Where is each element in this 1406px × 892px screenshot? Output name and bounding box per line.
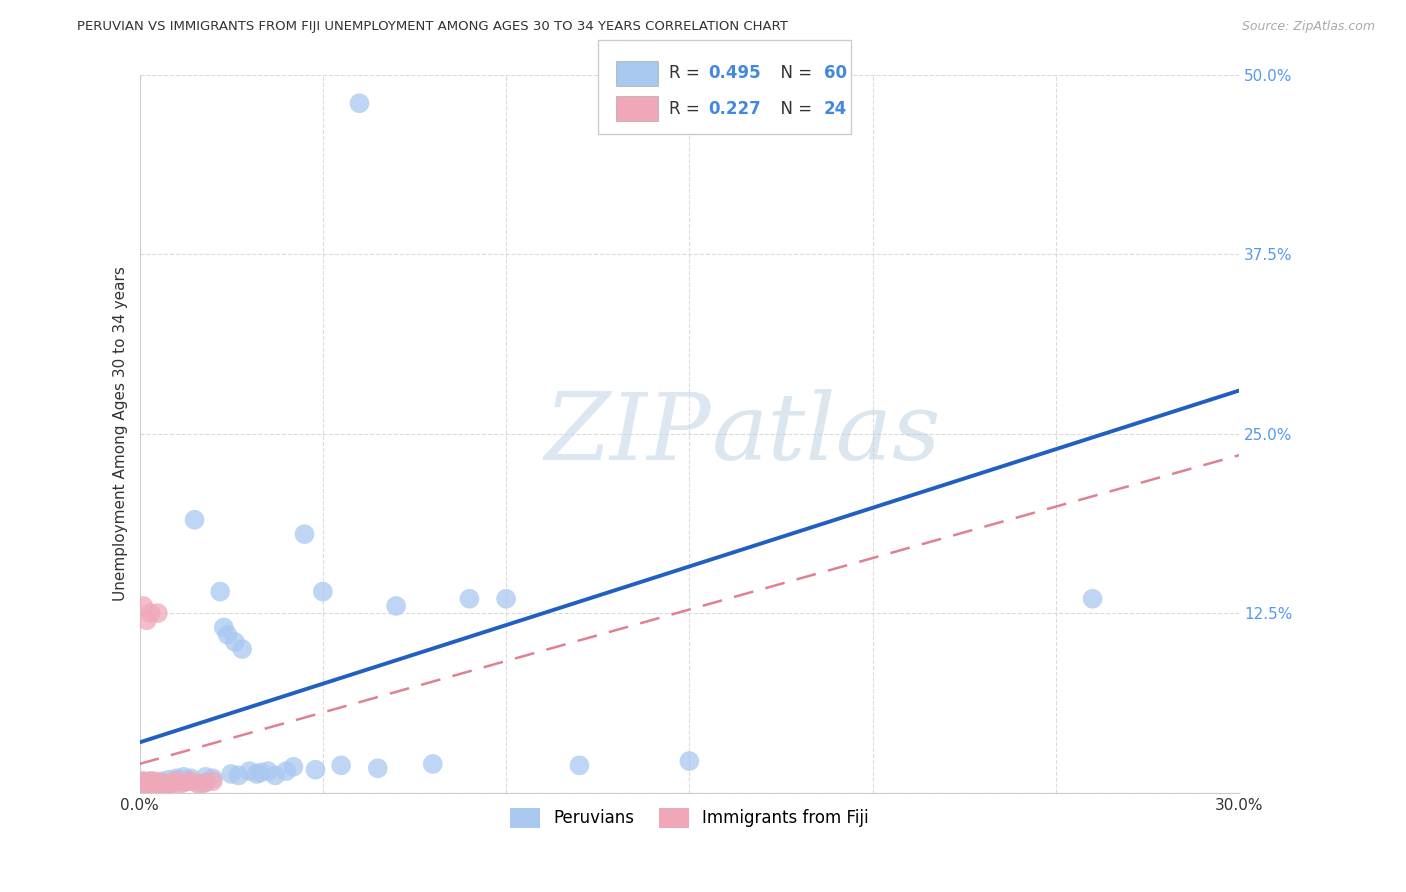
Point bbox=[139, 774, 162, 789]
Point bbox=[132, 781, 155, 796]
Point bbox=[135, 777, 157, 791]
Point bbox=[146, 775, 169, 789]
Point bbox=[157, 779, 180, 793]
Point bbox=[568, 758, 591, 772]
Point bbox=[458, 591, 481, 606]
Point bbox=[150, 774, 173, 789]
Point bbox=[135, 780, 157, 794]
Point bbox=[294, 527, 316, 541]
Point bbox=[191, 777, 214, 791]
Point bbox=[217, 628, 239, 642]
Point bbox=[139, 606, 162, 620]
Point bbox=[330, 758, 353, 772]
Point bbox=[173, 775, 195, 789]
Point bbox=[135, 613, 157, 627]
Point bbox=[135, 781, 157, 796]
Point bbox=[228, 768, 250, 782]
Point bbox=[143, 777, 166, 791]
Point bbox=[143, 777, 166, 791]
Point bbox=[212, 620, 235, 634]
Point bbox=[153, 779, 176, 793]
Legend: Peruvians, Immigrants from Fiji: Peruvians, Immigrants from Fiji bbox=[503, 801, 876, 835]
Point bbox=[132, 774, 155, 789]
Point bbox=[150, 775, 173, 789]
Text: 60: 60 bbox=[824, 64, 846, 82]
Point bbox=[187, 777, 209, 791]
Point bbox=[201, 772, 224, 786]
Point bbox=[132, 779, 155, 793]
Point bbox=[153, 780, 176, 794]
Point bbox=[132, 779, 155, 793]
Point bbox=[422, 756, 444, 771]
Point bbox=[143, 774, 166, 789]
Point bbox=[219, 767, 242, 781]
Point bbox=[146, 780, 169, 794]
Point bbox=[183, 513, 205, 527]
Point bbox=[385, 599, 408, 613]
Point bbox=[495, 591, 517, 606]
Point bbox=[169, 777, 191, 791]
Point bbox=[169, 772, 191, 787]
Point bbox=[139, 779, 162, 793]
Point bbox=[238, 764, 260, 778]
Point bbox=[143, 780, 166, 794]
Text: atlas: atlas bbox=[711, 389, 941, 479]
Point bbox=[162, 775, 184, 789]
Point bbox=[146, 606, 169, 620]
Point bbox=[349, 96, 371, 111]
Point bbox=[132, 599, 155, 613]
Text: R =: R = bbox=[669, 64, 706, 82]
Point bbox=[165, 774, 187, 789]
Text: N =: N = bbox=[770, 100, 818, 118]
Point bbox=[224, 635, 246, 649]
Point bbox=[173, 770, 195, 784]
Point bbox=[165, 772, 187, 786]
Point bbox=[180, 772, 202, 786]
Point bbox=[157, 777, 180, 791]
Text: PERUVIAN VS IMMIGRANTS FROM FIJI UNEMPLOYMENT AMONG AGES 30 TO 34 YEARS CORRELAT: PERUVIAN VS IMMIGRANTS FROM FIJI UNEMPLO… bbox=[77, 20, 789, 33]
Point bbox=[264, 768, 287, 782]
Point bbox=[139, 774, 162, 789]
Point bbox=[367, 761, 389, 775]
Text: 24: 24 bbox=[824, 100, 848, 118]
Point bbox=[249, 765, 271, 780]
Point bbox=[312, 584, 335, 599]
Text: ZIP: ZIP bbox=[544, 389, 711, 479]
Point bbox=[283, 760, 305, 774]
Point bbox=[132, 774, 155, 789]
Point bbox=[180, 774, 202, 789]
Text: Source: ZipAtlas.com: Source: ZipAtlas.com bbox=[1241, 20, 1375, 33]
Point bbox=[304, 763, 326, 777]
Point bbox=[139, 779, 162, 793]
Point bbox=[176, 774, 198, 789]
Point bbox=[246, 767, 269, 781]
Point bbox=[143, 775, 166, 789]
Point bbox=[231, 642, 253, 657]
Text: 0.227: 0.227 bbox=[709, 100, 762, 118]
Point bbox=[201, 774, 224, 789]
Point bbox=[678, 754, 700, 768]
Text: R =: R = bbox=[669, 100, 706, 118]
Point bbox=[209, 584, 232, 599]
Point bbox=[162, 775, 184, 789]
Point bbox=[1081, 591, 1104, 606]
Point bbox=[153, 777, 176, 791]
Point bbox=[150, 779, 173, 793]
Y-axis label: Unemployment Among Ages 30 to 34 years: Unemployment Among Ages 30 to 34 years bbox=[114, 266, 128, 601]
Point bbox=[256, 764, 278, 778]
Point bbox=[157, 772, 180, 787]
Point bbox=[165, 774, 187, 789]
Point bbox=[146, 781, 169, 796]
Point bbox=[146, 779, 169, 793]
Point bbox=[194, 775, 217, 789]
Text: 0.495: 0.495 bbox=[709, 64, 761, 82]
Point bbox=[135, 775, 157, 789]
Point bbox=[139, 781, 162, 796]
Point bbox=[194, 770, 217, 784]
Point bbox=[139, 777, 162, 791]
Point bbox=[276, 764, 298, 778]
Text: N =: N = bbox=[770, 64, 818, 82]
Point bbox=[135, 775, 157, 789]
